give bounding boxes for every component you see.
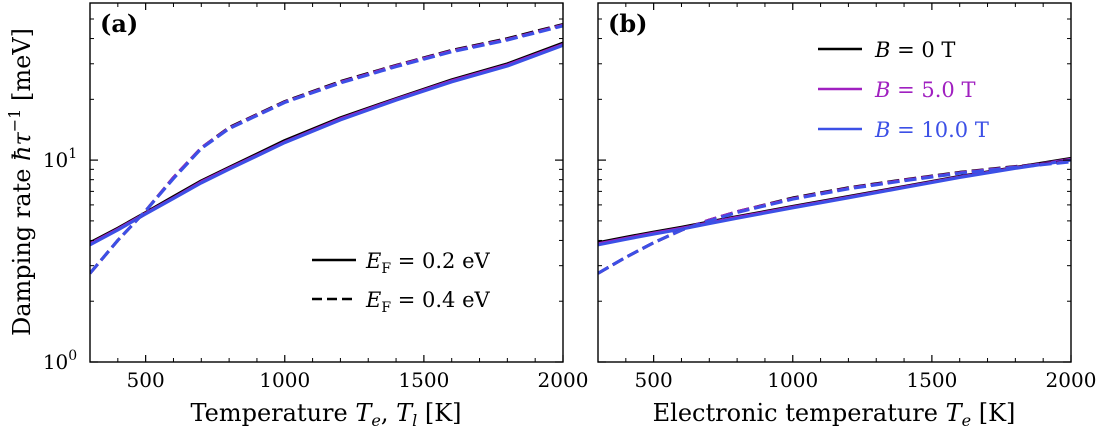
series-layer-b bbox=[598, 156, 1071, 275]
legend-label-b5: B = 5.0 T bbox=[874, 78, 975, 102]
legend-label-ef-04: EF = 0.4 eV bbox=[365, 288, 491, 316]
series-line-a-5 bbox=[90, 24, 563, 275]
x-tick-label: 500 bbox=[127, 368, 165, 392]
y-axis-label: Damping rate ħτ−1 [meV] bbox=[5, 28, 36, 336]
panel-b: 500 1000 1500 2000 (b) B = 0 T B = 5.0 T B … bbox=[597, 2, 1096, 429]
series-line-b-3 bbox=[598, 159, 1071, 275]
legend-label-b10: B = 10.0 T bbox=[874, 118, 989, 142]
legend-label-ef-02: EF = 0.2 eV bbox=[365, 249, 491, 277]
x-tick-label: 1000 bbox=[259, 368, 310, 392]
series-line-a-1 bbox=[90, 42, 563, 246]
x-axis-label-b: Electronic temperature Te [K] bbox=[653, 399, 1016, 429]
y-tick-label: 101 bbox=[43, 146, 77, 172]
legend-a: EF = 0.2 eV EF = 0.4 eV bbox=[312, 249, 491, 316]
legend-label-b0: B = 0 T bbox=[874, 38, 955, 62]
panel-label-b: (b) bbox=[608, 9, 648, 38]
series-line-a-4 bbox=[90, 23, 563, 275]
series-line-a-2 bbox=[90, 43, 563, 247]
x-tick-label: 2000 bbox=[1046, 368, 1096, 392]
x-tick-label: 1500 bbox=[906, 368, 957, 392]
panel-label-a: (a) bbox=[100, 9, 138, 38]
x-tick-label: 1500 bbox=[398, 368, 449, 392]
ticks-a: 500 1000 1500 2000 100 101 bbox=[43, 2, 589, 392]
x-tick-label: 500 bbox=[635, 368, 673, 392]
x-tick-label: 1000 bbox=[767, 368, 818, 392]
series-layer-a bbox=[90, 22, 563, 275]
x-axis-label-a: Temperature Te, Tl [K] bbox=[190, 399, 461, 429]
x-tick-label: 2000 bbox=[538, 368, 589, 392]
panel-a: 500 1000 1500 2000 100 101 (a) EF = 0.2 eV EF… bbox=[5, 2, 589, 429]
legend-b: B = 0 T B = 5.0 T B = 10.0 T bbox=[818, 38, 989, 142]
series-line-a-3 bbox=[90, 22, 563, 275]
axes-frame-b bbox=[597, 2, 1072, 363]
series-line-b-2 bbox=[598, 158, 1071, 247]
series-line-b-4 bbox=[598, 159, 1071, 275]
series-line-b-5 bbox=[598, 160, 1071, 275]
series-line-a-0 bbox=[90, 41, 563, 245]
axes-frame-a bbox=[89, 2, 564, 363]
y-tick-label: 100 bbox=[43, 348, 77, 374]
